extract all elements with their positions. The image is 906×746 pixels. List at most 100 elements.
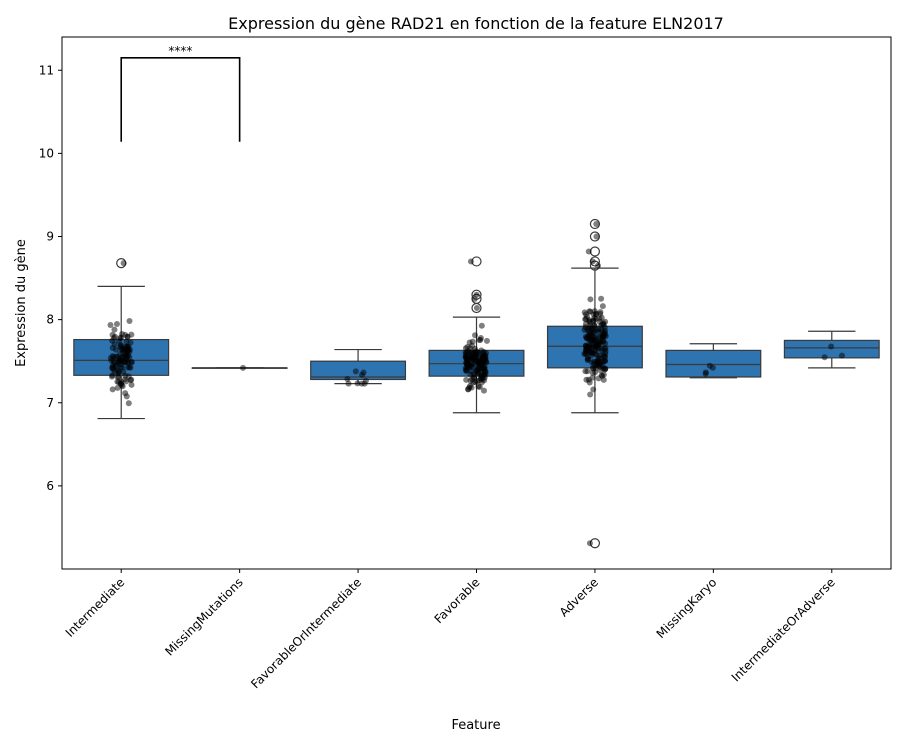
- data-point: [582, 324, 589, 331]
- x-tick-label: Intermediate: [63, 575, 128, 640]
- data-point: [480, 387, 487, 394]
- data-point: [473, 304, 480, 311]
- y-tick-label: 10: [39, 146, 54, 160]
- data-point: [362, 377, 369, 384]
- data-point: [709, 364, 716, 371]
- data-point: [109, 353, 116, 360]
- data-point: [586, 318, 593, 325]
- data-point: [600, 376, 607, 383]
- data-point: [107, 322, 114, 329]
- data-point: [119, 331, 126, 338]
- significance-bracket: [120, 56, 241, 142]
- data-point: [593, 221, 600, 228]
- x-tick-label: Favorable: [432, 575, 483, 626]
- data-point: [111, 341, 118, 348]
- y-tick-label: 8: [46, 313, 54, 327]
- data-point: [584, 368, 591, 375]
- data-point: [114, 384, 121, 391]
- data-point: [584, 356, 591, 363]
- data-point: [592, 345, 599, 352]
- data-point: [473, 291, 480, 298]
- x-tick-label: MissingKaryo: [654, 575, 720, 641]
- data-point: [469, 338, 476, 345]
- data-point: [587, 391, 594, 398]
- data-point: [594, 262, 601, 269]
- data-point: [587, 296, 594, 303]
- data-point: [478, 379, 485, 386]
- data-point: [469, 376, 476, 383]
- data-point: [127, 339, 134, 346]
- data-point: [467, 258, 474, 265]
- data-point: [602, 345, 609, 352]
- data-point: [587, 338, 594, 345]
- x-tick-label: IntermediateOrAdverse: [729, 575, 838, 684]
- data-point: [472, 367, 479, 374]
- data-point: [109, 386, 116, 393]
- x-axis-label: Feature: [451, 718, 500, 733]
- data-point: [478, 322, 485, 329]
- data-point: [593, 233, 600, 240]
- data-point: [477, 371, 484, 378]
- data-point: [118, 378, 125, 385]
- data-point: [118, 342, 125, 349]
- data-point: [479, 358, 486, 365]
- data-point: [462, 351, 469, 358]
- data-point: [597, 334, 604, 341]
- y-tick-label: 7: [46, 396, 54, 410]
- data-point: [581, 309, 588, 316]
- x-tick-label: FavorableOrIntermediate: [248, 575, 364, 691]
- x-tick-label: MissingMutations: [162, 575, 245, 658]
- data-point: [478, 347, 485, 354]
- data-point: [595, 361, 602, 368]
- data-point: [109, 331, 116, 338]
- data-point: [344, 375, 351, 382]
- data-point: [585, 248, 592, 255]
- data-point: [591, 308, 598, 315]
- data-point: [110, 366, 117, 373]
- data-point: [582, 351, 589, 358]
- y-tick-label: 6: [46, 479, 54, 493]
- data-point: [110, 358, 117, 365]
- data-point: [463, 376, 470, 383]
- data-point: [597, 355, 604, 362]
- data-point: [127, 364, 134, 371]
- data-point: [582, 342, 589, 349]
- y-axis-label: Expression du gène: [14, 239, 29, 367]
- data-point: [584, 313, 591, 320]
- data-point: [240, 364, 247, 371]
- data-point: [602, 350, 609, 357]
- data-point: [601, 324, 608, 331]
- significance-label: ****: [168, 44, 192, 58]
- data-point: [475, 383, 482, 390]
- data-point: [472, 332, 479, 339]
- data-point: [821, 354, 828, 361]
- data-point: [120, 260, 127, 267]
- data-point: [125, 373, 132, 380]
- data-point: [126, 318, 133, 325]
- data-point: [352, 368, 359, 375]
- data-point: [590, 386, 597, 393]
- data-point: [591, 315, 598, 322]
- data-point: [117, 361, 124, 368]
- data-point: [479, 353, 486, 360]
- data-point: [586, 540, 593, 547]
- data-point: [481, 366, 488, 373]
- chart-title: Expression du gène RAD21 en fonction de …: [228, 14, 724, 33]
- data-point: [702, 370, 709, 377]
- data-point: [120, 368, 127, 375]
- data-point: [467, 354, 474, 361]
- data-point: [124, 333, 131, 340]
- data-point: [123, 378, 130, 385]
- data-point: [115, 370, 122, 377]
- data-point: [122, 390, 129, 397]
- data-point: [472, 352, 479, 359]
- outlier-marker: [589, 218, 601, 230]
- data-point: [124, 348, 131, 355]
- data-point: [125, 400, 132, 407]
- data-point: [467, 345, 474, 352]
- data-point: [468, 361, 475, 368]
- data-point: [589, 258, 596, 265]
- data-point: [111, 326, 118, 333]
- data-point: [112, 346, 119, 353]
- data-point: [600, 365, 607, 372]
